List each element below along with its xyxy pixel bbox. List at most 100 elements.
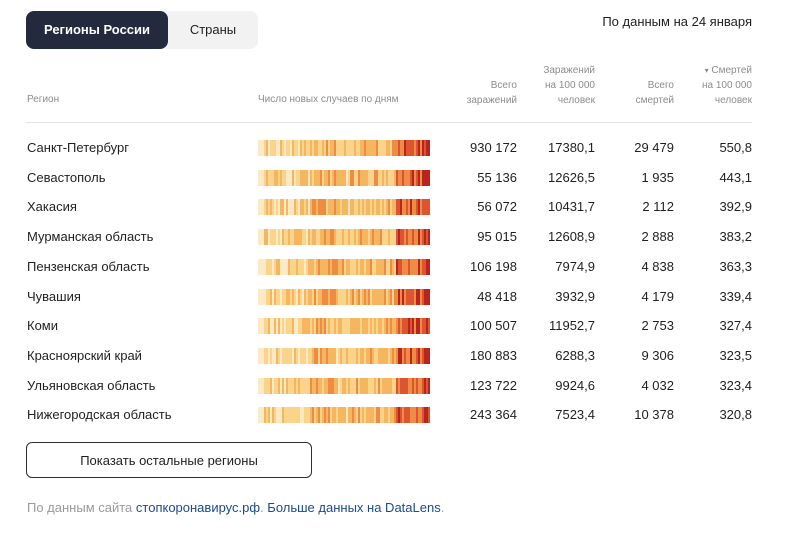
show-more-regions-button[interactable]: Показать остальные регионы	[26, 442, 312, 478]
heat-cell	[428, 318, 430, 335]
heat-cell	[368, 318, 371, 335]
heat-cell	[334, 377, 337, 394]
heat-cell	[408, 229, 411, 246]
heat-cell	[282, 347, 285, 364]
column-header-region[interactable]: Регион	[27, 94, 60, 105]
heat-cell	[352, 199, 355, 216]
heat-cell	[304, 407, 307, 424]
heat-cell	[274, 288, 277, 305]
heat-cell	[424, 407, 427, 424]
heat-cell	[404, 229, 407, 246]
table-row[interactable]: Чувашия 48 418 3932,9 4 179 339,4	[0, 282, 807, 312]
heat-cell	[286, 347, 289, 364]
heat-cell	[382, 169, 385, 186]
heat-cell	[270, 407, 273, 424]
table-row[interactable]: Пензенская область 106 198 7974,9 4 838 363,…	[0, 252, 807, 282]
heat-cell	[288, 169, 291, 186]
heat-cell	[264, 258, 267, 275]
heat-cell	[360, 347, 363, 364]
heat-cell	[318, 169, 321, 186]
heat-cell	[422, 140, 425, 156]
table-row[interactable]: Санкт-Петербург 930 172 17380,1 29 479 550,8	[0, 133, 807, 163]
tab-russia-regions[interactable]: Регионы России	[26, 11, 168, 49]
heat-cell	[408, 377, 411, 394]
heat-cell	[388, 377, 391, 394]
heat-cell	[382, 407, 385, 424]
heat-cell	[408, 288, 411, 305]
heat-cell	[348, 318, 351, 335]
column-header-total-deaths[interactable]: Всего смертей	[636, 78, 674, 108]
column-header-cases-per-100k[interactable]: Заражений на 100 000 человек	[543, 63, 595, 108]
table-row[interactable]: Нижегородская область 243 364 7523,4 10 378…	[0, 400, 807, 430]
heat-cell	[340, 258, 343, 275]
heat-cell	[324, 318, 327, 335]
heat-cell	[336, 229, 339, 246]
heat-cell	[400, 377, 403, 394]
heat-cell	[326, 229, 329, 246]
heat-cell	[370, 199, 373, 216]
heat-cell	[332, 258, 335, 275]
heat-cell	[370, 140, 373, 156]
heat-cell	[364, 288, 367, 305]
tab-countries[interactable]: Страны	[189, 22, 237, 37]
heat-cell	[384, 258, 387, 275]
heat-cell	[348, 199, 351, 216]
heat-cell	[264, 407, 267, 424]
heat-cell	[326, 199, 329, 216]
table-row[interactable]: Хакасия 56 072 10431,7 2 112 392,9	[0, 192, 807, 222]
heat-cell	[280, 199, 283, 216]
heat-cell	[358, 347, 361, 364]
heat-cell	[338, 169, 341, 186]
table-row[interactable]: Красноярский край 180 883 6288,3 9 306 323,5	[0, 341, 807, 371]
heat-cell	[316, 229, 319, 246]
heat-cell	[416, 407, 419, 424]
heat-cell	[356, 199, 359, 216]
column-header-total-cases[interactable]: Всего заражений	[467, 78, 517, 108]
heat-cell	[324, 407, 327, 424]
heat-cell	[428, 407, 430, 424]
heat-cell	[346, 199, 349, 216]
heat-cell	[392, 169, 395, 186]
table-row[interactable]: Мурманская область 95 015 12608,9 2 888 383,…	[0, 222, 807, 252]
heat-cell	[308, 347, 311, 364]
heat-cell	[304, 140, 307, 156]
column-header-deaths-per-100k[interactable]: ▾ Смертей на 100 000 человек	[702, 63, 752, 108]
heat-cell	[386, 288, 389, 305]
heat-cell	[386, 347, 389, 364]
heat-cell	[268, 229, 271, 246]
heat-cell	[262, 140, 265, 156]
heat-cell	[322, 140, 325, 156]
heat-cell	[344, 318, 347, 335]
heat-cell	[416, 258, 419, 275]
heat-cell	[408, 199, 411, 216]
heat-cell	[292, 229, 295, 246]
heat-cell	[360, 407, 363, 424]
heat-cell	[364, 258, 367, 275]
heat-cell	[364, 407, 367, 424]
heat-cell	[286, 288, 289, 305]
table-row[interactable]: Севастополь 55 136 12626,5 1 935 443,1	[0, 163, 807, 193]
heat-cell	[420, 377, 423, 394]
heat-cell	[360, 199, 363, 216]
heat-cell	[300, 199, 303, 216]
heat-cell	[340, 199, 343, 216]
heat-cell	[290, 318, 293, 335]
datalens-link[interactable]: Больше данных на DataLens	[267, 500, 441, 515]
heat-cell	[330, 229, 333, 246]
heat-cell	[356, 347, 359, 364]
heat-cell	[398, 229, 401, 246]
table-row[interactable]: Ульяновская область 123 722 9924,6 4 032 323…	[0, 371, 807, 401]
heat-cell	[366, 140, 369, 156]
source-link[interactable]: стопкоронавирус.рф	[135, 500, 261, 515]
deaths-per-100k-value: 550,8	[719, 140, 752, 155]
heat-cell	[270, 199, 273, 216]
heat-cell	[408, 169, 411, 186]
heat-cell	[314, 229, 317, 246]
heat-cell	[316, 258, 319, 275]
heat-cell	[340, 169, 343, 186]
heat-cell	[352, 377, 355, 394]
table-row[interactable]: Коми 100 507 11952,7 2 753 327,4	[0, 311, 807, 341]
heat-cell	[398, 169, 401, 186]
heat-cell	[282, 318, 285, 335]
heat-cell	[276, 407, 279, 424]
